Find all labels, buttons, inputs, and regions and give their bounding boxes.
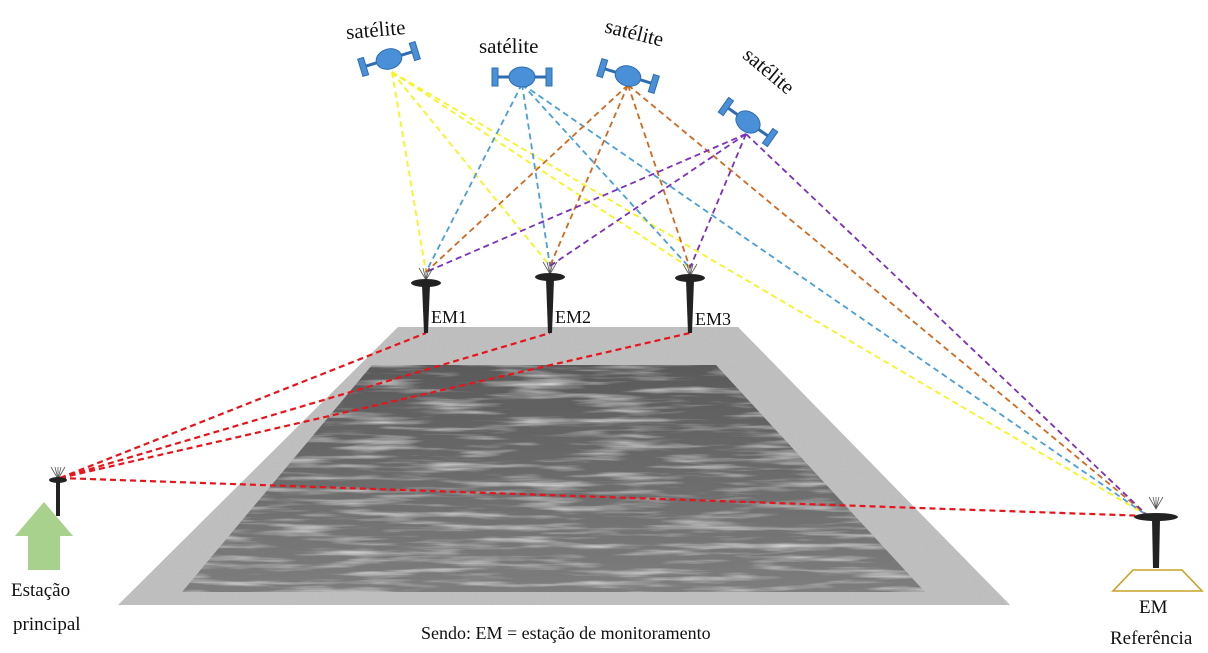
satellite-label-4: satélite — [738, 42, 799, 99]
antenna-icon — [418, 267, 434, 281]
antenna-wire — [422, 267, 427, 281]
reference-base — [1111, 569, 1204, 592]
station-label-em3: EM3 — [695, 309, 731, 329]
channel-water-ripples — [182, 365, 925, 592]
antenna-wire — [1155, 496, 1164, 510]
main-station-label-line1: Estação — [11, 580, 70, 601]
solar-panel-left — [491, 67, 499, 87]
tower-mast — [422, 285, 430, 333]
antenna-icon — [1148, 496, 1164, 510]
solar-panel-right — [647, 73, 660, 95]
station-em3 — [675, 263, 705, 333]
solar-panel-left — [357, 56, 370, 78]
solar-panel-left — [717, 96, 735, 117]
satellite-2-to-em2-link — [521, 83, 551, 267]
antenna-wire — [546, 261, 551, 275]
satellite-1 — [357, 40, 421, 78]
antenna-wire — [418, 267, 427, 281]
solar-panel-right — [545, 67, 553, 87]
channel — [118, 327, 1010, 605]
satellite-2-to-em3-link — [521, 83, 691, 269]
satellite-3-to-reference-link — [627, 84, 1149, 517]
receiver-dish — [535, 273, 565, 281]
satellite-4-to-em1-link — [425, 133, 747, 273]
solar-panel-right — [761, 127, 779, 148]
tower-mast — [686, 280, 694, 333]
satellite-1-to-reference-link — [391, 71, 1149, 517]
main-to-em2-link — [59, 331, 551, 480]
antenna-wire — [50, 466, 59, 480]
antenna-wire — [549, 261, 558, 275]
satellite-3-to-em1-link — [425, 84, 629, 273]
main-station-label-line2: principal — [13, 614, 81, 635]
antenna-wire — [689, 263, 694, 277]
main-to-em3-link — [59, 331, 691, 480]
caption: Sendo: EM = estação de monitoramento — [421, 623, 711, 643]
reference-station-label-line2: Referência — [1110, 628, 1193, 649]
main-station — [15, 466, 73, 570]
antenna-wire — [1155, 496, 1160, 510]
antenna-wire — [689, 263, 698, 277]
satellite-4 — [717, 96, 779, 148]
up-arrow-icon — [15, 502, 73, 570]
satellite-1-to-em2-link — [391, 71, 551, 267]
satellite-3 — [596, 57, 660, 95]
satellite-body — [735, 110, 761, 134]
satellite-label-3: satélite — [603, 14, 667, 52]
satellite-body — [375, 48, 403, 70]
satellite-body — [614, 65, 642, 87]
tower-mast — [546, 279, 554, 333]
solar-panel-left — [596, 57, 609, 79]
reference-station-label-line1: EM — [1139, 597, 1168, 618]
antenna-wire — [682, 263, 691, 277]
signal-links — [59, 71, 1149, 518]
receiver-dish — [1134, 513, 1178, 521]
tower-mast — [1152, 519, 1160, 568]
satellite-label-2: satélite — [479, 34, 538, 58]
station-label-em1: EM1 — [431, 307, 467, 327]
antenna-wire — [425, 267, 434, 281]
antenna-wire — [425, 267, 430, 281]
antenna-wire — [54, 466, 59, 480]
satellite-3-to-em2-link — [549, 84, 629, 267]
solar-panel-right — [408, 40, 421, 62]
satellite-2-to-em1-link — [425, 83, 523, 273]
satellite-2-to-reference-link — [521, 83, 1149, 517]
main-to-em1-link — [59, 331, 427, 480]
antenna-wire — [57, 466, 62, 480]
main-to-reference-link — [59, 476, 1149, 518]
antenna-wire — [1152, 496, 1157, 510]
antenna-wire — [542, 261, 551, 275]
receiver-dish — [411, 279, 441, 287]
satellite-1-to-em1-link — [391, 71, 427, 273]
satellite-2 — [491, 66, 553, 88]
station-em2 — [535, 261, 565, 333]
station-em1 — [411, 267, 441, 333]
satellite-4-to-reference-link — [745, 133, 1149, 517]
antenna-wire — [686, 263, 691, 277]
reference-station — [1111, 496, 1204, 592]
antenna-wire — [1148, 496, 1157, 510]
satellite-body — [508, 66, 536, 88]
antenna-wire — [549, 261, 554, 275]
satellite-3-to-em3-link — [627, 84, 691, 269]
satellite-4-to-em3-link — [689, 133, 747, 269]
station-label-em2: EM2 — [555, 307, 591, 327]
receiver-dish — [675, 274, 705, 282]
antenna-wire — [57, 466, 66, 480]
tower-mast — [56, 480, 60, 516]
antenna-icon — [542, 261, 558, 275]
satellite-label-1: satélite — [345, 15, 406, 44]
